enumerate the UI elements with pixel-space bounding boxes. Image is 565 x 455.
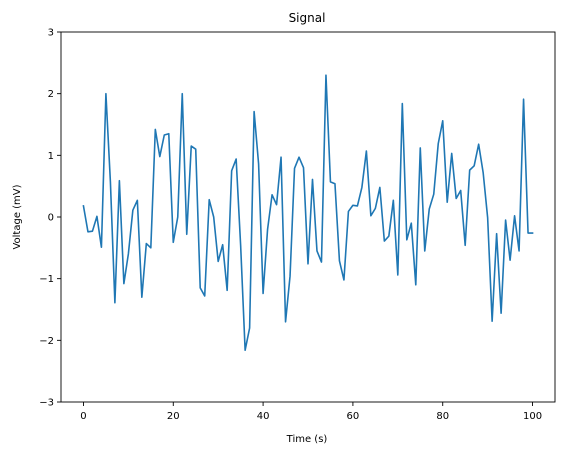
y-tick-label: 1 (48, 151, 54, 162)
y-tick-label: −3 (39, 398, 54, 409)
y-axis-label: Voltage (mV) (12, 184, 23, 249)
y-tick-label: 0 (48, 213, 54, 224)
chart-title: Signal (289, 11, 326, 25)
x-tick-label: 80 (436, 411, 449, 422)
y-tick-label: 3 (48, 28, 54, 39)
y-tick-label: −2 (39, 336, 54, 347)
y-tick-label: −1 (39, 274, 54, 285)
x-tick-label: 100 (523, 411, 542, 422)
x-tick-label: 20 (167, 411, 180, 422)
axes-frame (60, 31, 556, 403)
x-axis-label: Time (s) (286, 434, 328, 445)
y-tick-label: 2 (48, 89, 54, 100)
plot-area (60, 31, 556, 403)
series-line-0 (82, 74, 534, 352)
x-tick-label: 60 (347, 411, 360, 422)
x-tick-label: 40 (257, 411, 270, 422)
x-axis-ticks: 0 20 40 60 80 100 (80, 402, 542, 422)
y-axis-ticks: −3 −2 −1 0 1 2 3 (39, 28, 61, 409)
x-tick-label: 0 (80, 411, 86, 422)
